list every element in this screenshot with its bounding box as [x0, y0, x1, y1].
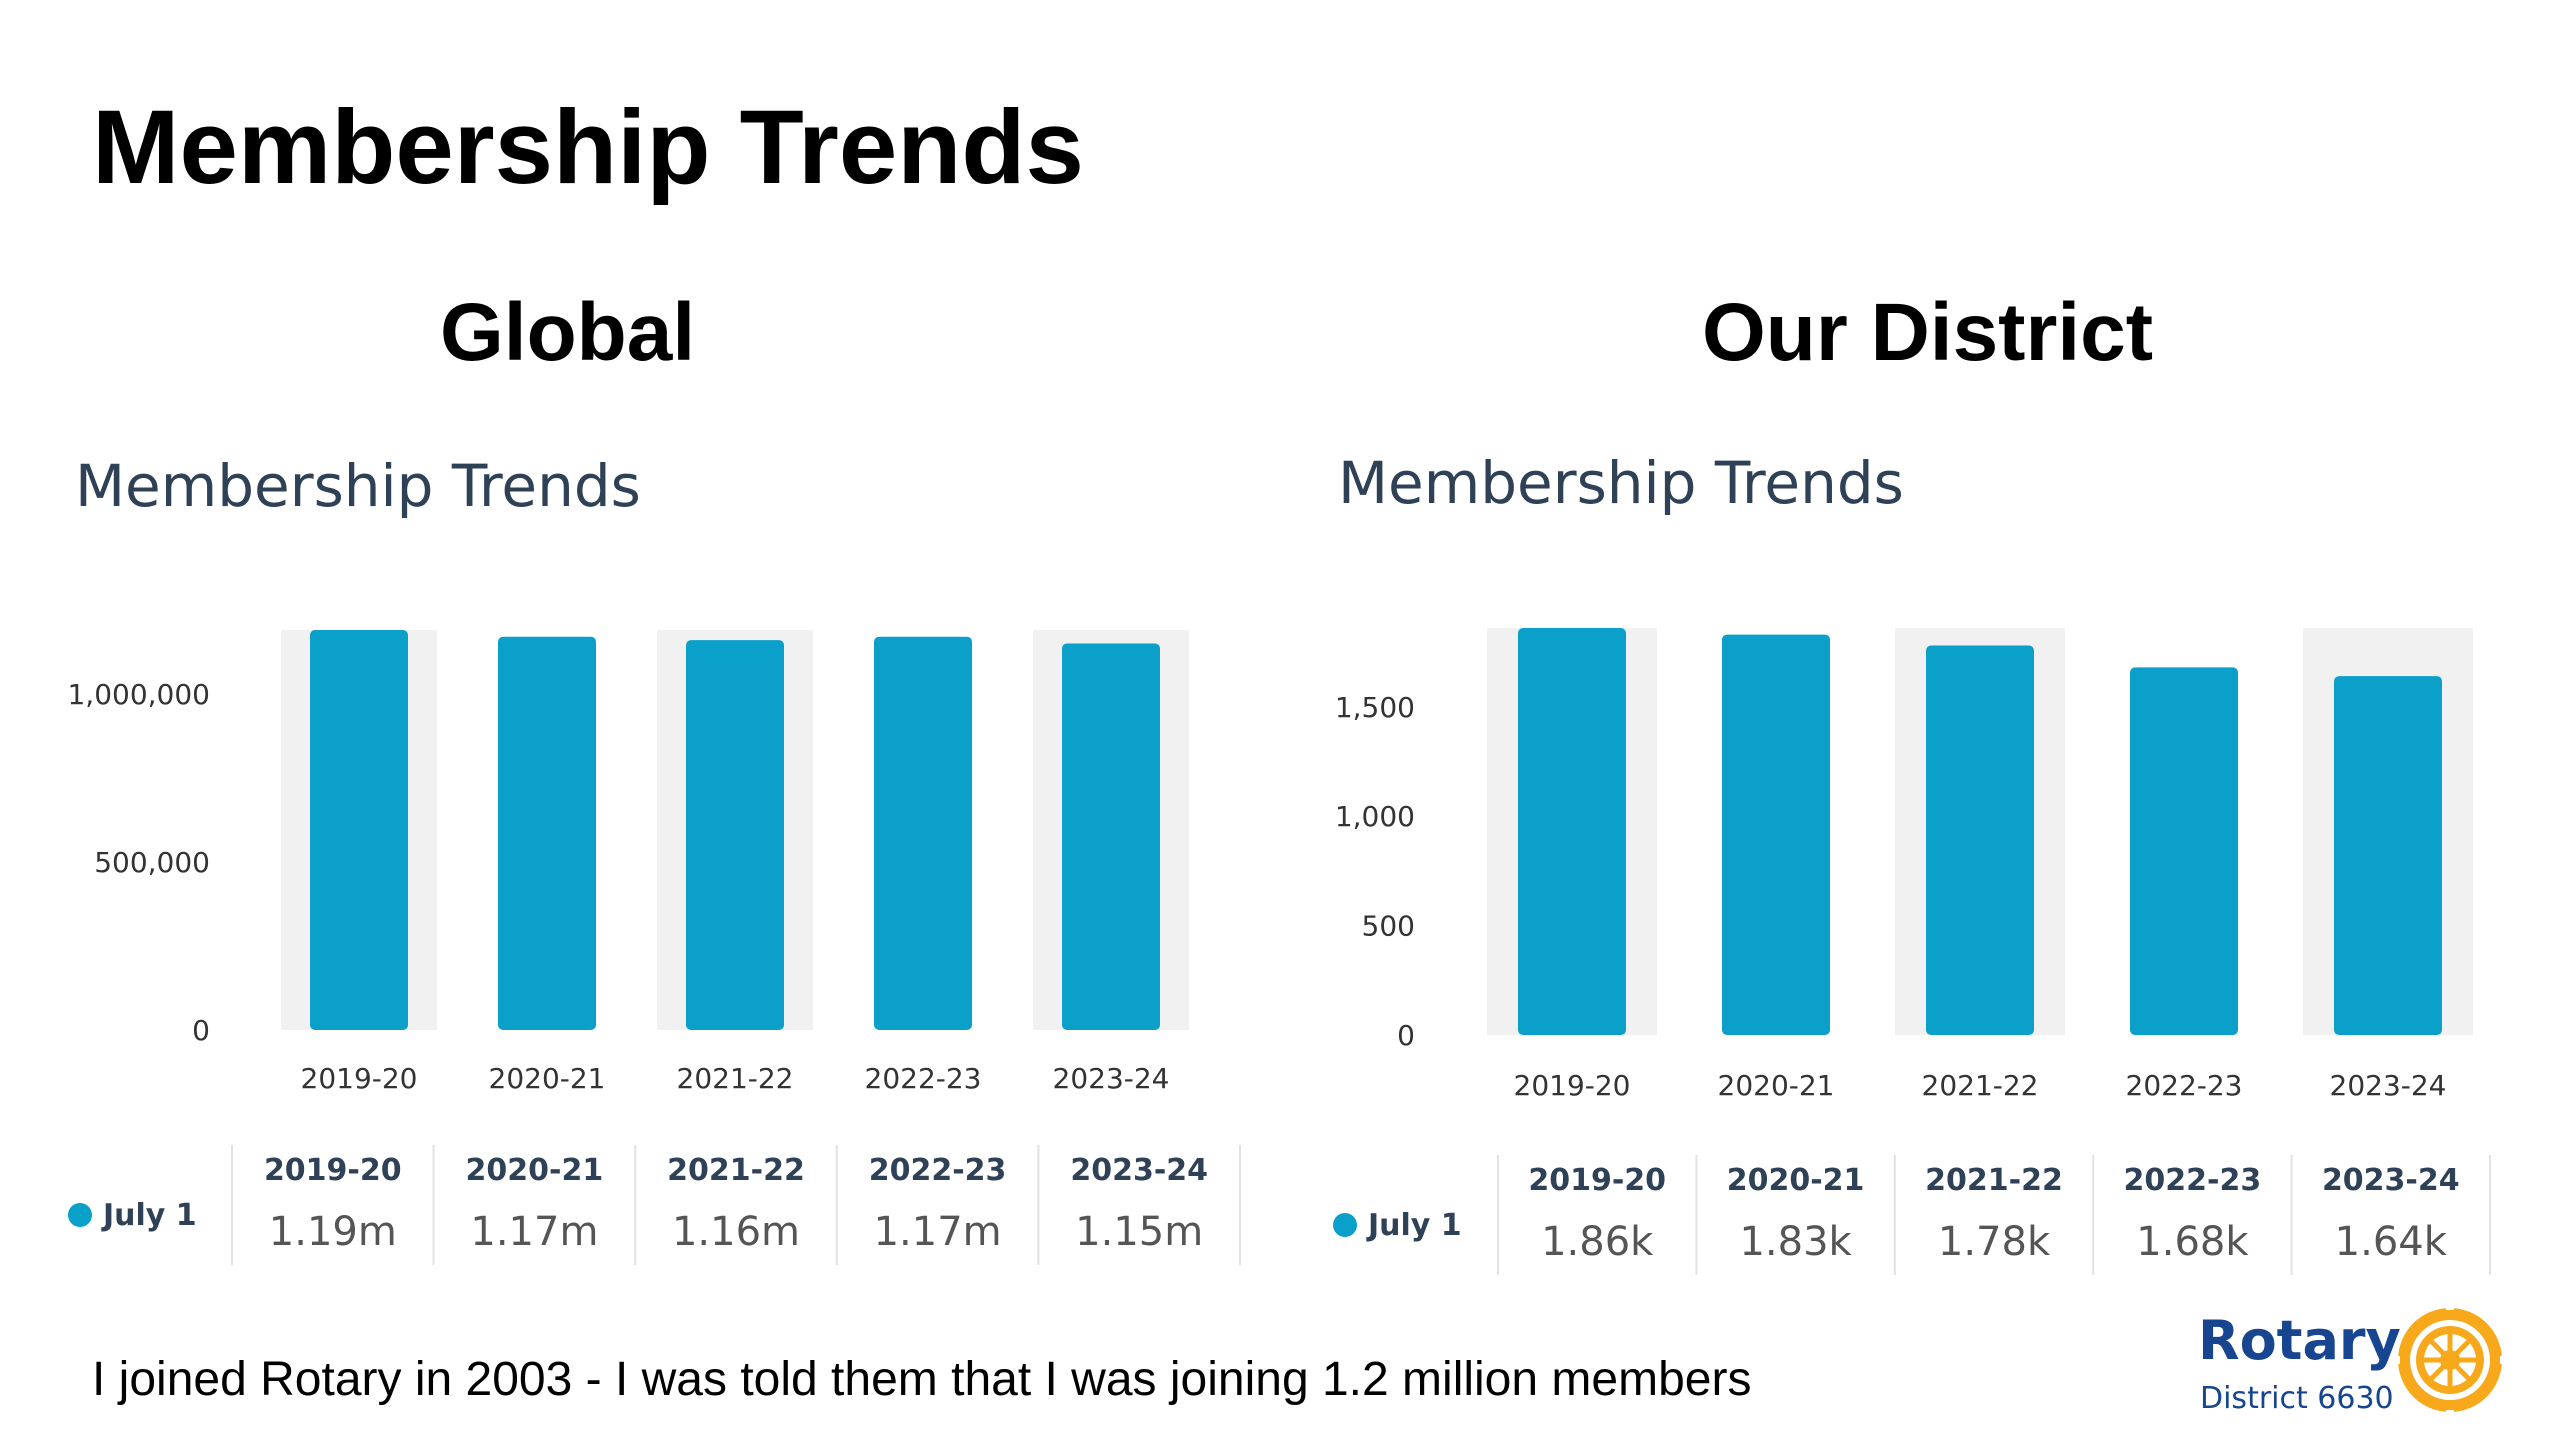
district-x-tick-label: 2020-21: [1718, 1069, 1835, 1102]
global-bar: [686, 640, 784, 1030]
global-legend-label: July 1: [101, 1198, 197, 1233]
global-table-header: 2019-20: [264, 1153, 402, 1188]
district-panel-title: Our District: [1702, 287, 2154, 378]
global-table-value: 1.16m: [672, 1209, 800, 1255]
rotary-logo: Rotary District 6630: [2190, 1300, 2510, 1430]
global-bar: [498, 636, 596, 1030]
global-y-tick-label: 500,000: [94, 846, 210, 879]
global-y-tick-label: 0: [192, 1014, 210, 1047]
district-bar: [1926, 645, 2034, 1035]
district-table-header: 2019-20: [1528, 1163, 1666, 1198]
global-table-value: 1.19m: [269, 1209, 397, 1255]
global-table-header: 2021-22: [667, 1153, 805, 1188]
global-table-header: 2022-23: [869, 1153, 1007, 1188]
global-table-value: 1.15m: [1075, 1209, 1203, 1255]
district-y-tick-label: 500: [1362, 910, 1415, 943]
district-legend-dot: [1333, 1213, 1357, 1237]
district-table-value: 1.83k: [1739, 1219, 1852, 1265]
district-bar: [1518, 628, 1626, 1035]
district-bar: [2334, 676, 2442, 1035]
global-table-value: 1.17m: [470, 1209, 598, 1255]
global-x-tick-label: 2019-20: [301, 1062, 418, 1095]
rotary-wheel-icon: [2392, 1302, 2508, 1418]
global-table-header: 2023-24: [1070, 1153, 1208, 1188]
district-legend-label: July 1: [1366, 1208, 1462, 1243]
district-table-header: 2023-24: [2322, 1163, 2460, 1198]
global-bar: [874, 636, 972, 1030]
membership-charts: 0 500,000 1,000,000 2019-20 2020-21 2021-22 20…: [67, 628, 2491, 1275]
district-table-header: 2022-23: [2124, 1163, 2262, 1198]
district-x-tick-label: 2019-20: [1514, 1069, 1631, 1102]
district-chart-title: Membership Trends: [1338, 449, 1904, 517]
district-table-header: 2021-22: [1925, 1163, 2063, 1198]
logo-district: District 6630: [2200, 1381, 2394, 1416]
district-table-value: 1.78k: [1938, 1219, 2051, 1265]
logo-wordmark: Rotary: [2198, 1309, 2401, 1372]
global-table-value: 1.17m: [874, 1209, 1002, 1255]
global-table-header: 2020-21: [466, 1153, 604, 1188]
district-bar: [2130, 667, 2238, 1035]
global-chart-title: Membership Trends: [75, 452, 641, 520]
global-x-tick-label: 2021-22: [677, 1062, 794, 1095]
global-legend-dot: [68, 1203, 92, 1227]
district-table-header: 2020-21: [1727, 1163, 1865, 1198]
global-x-tick-label: 2022-23: [865, 1062, 982, 1095]
district-table-value: 1.86k: [1541, 1219, 1654, 1265]
district-table-value: 1.68k: [2136, 1219, 2249, 1265]
slide-title: Membership Trends: [92, 89, 1084, 206]
footnote: I joined Rotary in 2003 - I was told the…: [92, 1353, 1752, 1406]
district-y-tick-label: 1,000: [1335, 800, 1415, 833]
district-x-tick-label: 2021-22: [1922, 1069, 2039, 1102]
global-bar: [1062, 643, 1160, 1030]
global-bar: [310, 630, 408, 1030]
district-y-tick-label: 1,500: [1335, 691, 1415, 724]
district-x-tick-label: 2022-23: [2126, 1069, 2243, 1102]
district-y-tick-label: 0: [1397, 1019, 1415, 1052]
global-panel-title: Global: [440, 287, 696, 378]
global-x-tick-label: 2023-24: [1053, 1062, 1170, 1095]
district-table-value: 1.64k: [2335, 1219, 2448, 1265]
global-y-tick-label: 1,000,000: [67, 678, 210, 711]
district-bar: [1722, 634, 1830, 1035]
global-x-tick-label: 2020-21: [489, 1062, 606, 1095]
district-x-tick-label: 2023-24: [2330, 1069, 2447, 1102]
